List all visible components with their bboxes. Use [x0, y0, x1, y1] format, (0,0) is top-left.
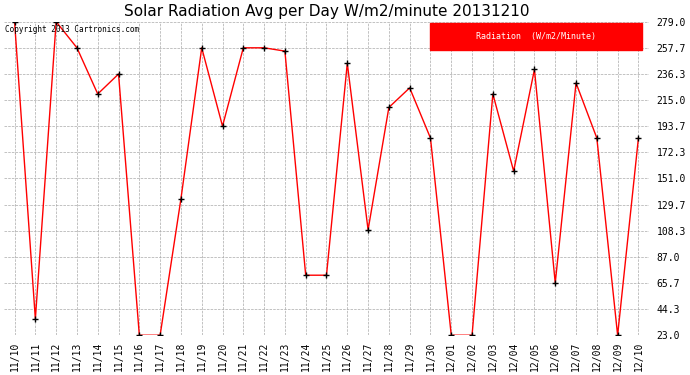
FancyBboxPatch shape: [430, 23, 642, 50]
Text: Radiation  (W/m2/Minute): Radiation (W/m2/Minute): [476, 32, 596, 41]
Text: Copyright 2013 Cartronics.com: Copyright 2013 Cartronics.com: [6, 25, 139, 34]
Title: Solar Radiation Avg per Day W/m2/minute 20131210: Solar Radiation Avg per Day W/m2/minute …: [124, 4, 529, 19]
